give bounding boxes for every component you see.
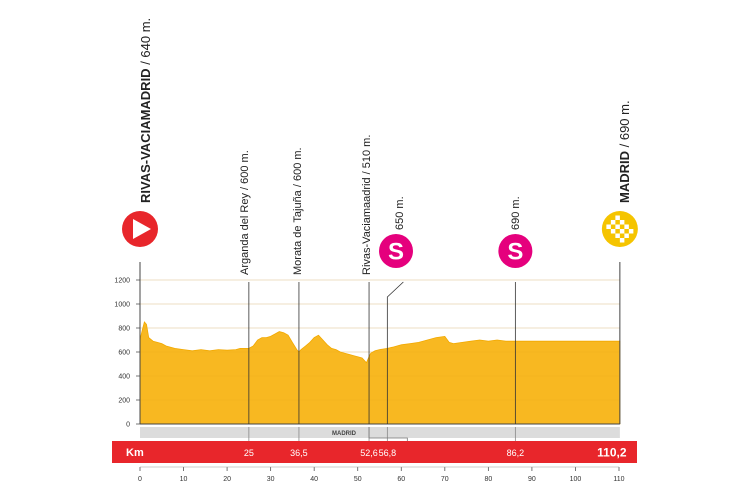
label-altitude: / 510 m. xyxy=(361,135,373,178)
sprint-letter: S xyxy=(507,239,523,266)
x-tick-label: 40 xyxy=(310,476,318,483)
x-tick-label: 100 xyxy=(570,476,582,483)
sprint-letter: S xyxy=(388,239,404,266)
km-bar: Km 110,2 25 36,5 52,6 56,8 86,2 xyxy=(112,441,637,463)
x-tick-label: 70 xyxy=(441,476,449,483)
marker-km-label: 25 xyxy=(244,448,254,458)
x-tick-label: 20 xyxy=(223,476,231,483)
x-tick-label: 0 xyxy=(138,476,142,483)
marker-line xyxy=(386,281,404,424)
marker-km-label: 52,6 xyxy=(360,448,378,458)
checker-square xyxy=(628,229,634,234)
label-name: Rivas-Vaciamaadrid xyxy=(361,177,373,275)
checker-square xyxy=(615,233,620,238)
y-tick-label: 200 xyxy=(118,398,130,405)
sprint-circle xyxy=(498,234,533,268)
checker-square xyxy=(624,224,629,229)
y-tick-label: 0 xyxy=(126,422,130,429)
finish-label: MADRID / 690 m. xyxy=(617,100,632,203)
label-altitude: / 640 m. xyxy=(138,18,153,69)
checker-square xyxy=(610,229,616,234)
marker-label: Rivas-Vaciamaadrid / 510 m. xyxy=(361,135,373,275)
zone-bracket xyxy=(368,427,408,441)
start-label: RIVAS-VACIAMADRID / 640 m. xyxy=(138,18,153,203)
x-tick-label: 50 xyxy=(354,476,362,483)
elevation-area xyxy=(139,321,621,425)
finish-km-label: 110,2 xyxy=(597,446,627,460)
finish-flag-icon xyxy=(601,211,638,247)
sprint-circle xyxy=(379,234,413,268)
sprint-icon: S xyxy=(498,234,533,268)
x-tick-label: 80 xyxy=(484,476,492,483)
y-tick-label: 400 xyxy=(118,374,130,381)
checker-square xyxy=(619,229,625,234)
zone-label: MADRID xyxy=(332,431,357,437)
label-name: RIVAS-VACIAMADRID xyxy=(138,68,153,203)
checker-square xyxy=(606,224,611,229)
start-arrow xyxy=(133,219,151,239)
zone-strip xyxy=(140,427,620,438)
x-tick-label: 90 xyxy=(528,476,536,483)
checker-square xyxy=(624,233,629,238)
label-name: Arganda del Rey xyxy=(239,193,251,275)
checker-square xyxy=(615,224,620,229)
x-tick-label: 10 xyxy=(180,476,188,483)
marker-label: 690 m. xyxy=(510,196,522,230)
vertical-labels: RIVAS-VACIAMADRID / 640 m. MADRID / 690 m… xyxy=(138,18,632,275)
label-altitude: / 600 m. xyxy=(292,147,304,190)
label-name: Morata de Tajuña xyxy=(292,189,304,275)
marker-label: 650 m. xyxy=(394,196,406,230)
km-bar-background xyxy=(112,441,637,463)
marker-lines xyxy=(248,281,516,441)
label-altitude: / 600 m. xyxy=(239,150,251,193)
checker-square xyxy=(615,215,620,220)
marker-km-label: 36,5 xyxy=(290,448,308,458)
marker-km-label: 56,8 xyxy=(379,448,397,458)
label-altitude: / 690 m. xyxy=(617,100,632,151)
marker-label: Arganda del Rey / 600 m. xyxy=(239,150,251,275)
label-name: MADRID xyxy=(617,151,632,203)
checker-square xyxy=(610,220,616,225)
checker-square xyxy=(619,220,625,225)
x-axis-ticks: 0 10 20 30 40 50 60 70 80 90 100 110 xyxy=(138,466,625,483)
y-tick-label: 600 xyxy=(118,350,130,357)
y-axis: 0 200 400 600 800 1000 1200 xyxy=(114,262,621,429)
y-tick-label: 1000 xyxy=(114,302,130,309)
profile-area-group: MADRID xyxy=(139,279,621,438)
km-bar-label: Km xyxy=(126,447,144,459)
marker-km-label: 86,2 xyxy=(507,448,525,458)
start-arrow-icon xyxy=(122,211,158,247)
y-tick-label: 1200 xyxy=(114,278,130,285)
x-tick-label: 60 xyxy=(397,476,405,483)
x-tick-label: 110 xyxy=(613,476,624,483)
label-name: 690 m. xyxy=(510,196,522,230)
label-name: 650 m. xyxy=(394,196,406,230)
y-tick-label: 800 xyxy=(118,326,130,333)
sprint-icon: S xyxy=(379,234,413,268)
x-tick-label: 30 xyxy=(267,476,275,483)
marker-label: Morata de Tajuña / 600 m. xyxy=(292,147,304,275)
checker-square xyxy=(619,238,625,243)
